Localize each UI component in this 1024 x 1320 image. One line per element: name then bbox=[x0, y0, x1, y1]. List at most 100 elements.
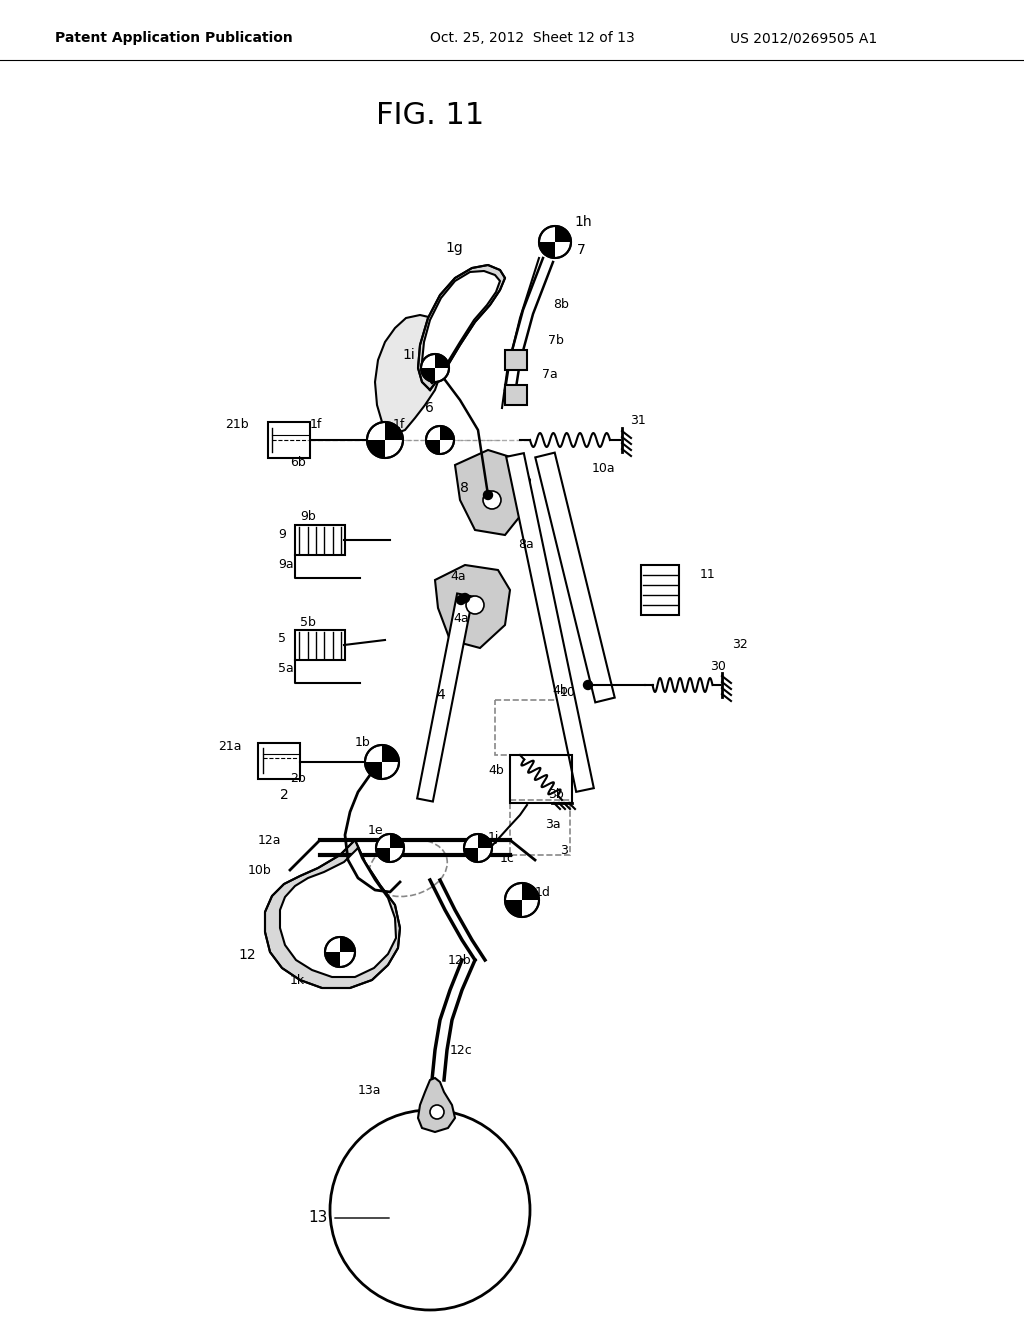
Text: 9: 9 bbox=[278, 528, 286, 541]
Circle shape bbox=[466, 597, 484, 614]
Wedge shape bbox=[376, 847, 390, 862]
Text: 21b: 21b bbox=[225, 418, 249, 432]
Text: 4a: 4a bbox=[453, 611, 469, 624]
Circle shape bbox=[505, 883, 539, 917]
Bar bbox=[510, 800, 570, 855]
Circle shape bbox=[539, 226, 571, 257]
Wedge shape bbox=[390, 834, 404, 847]
Polygon shape bbox=[422, 271, 500, 383]
Text: 30: 30 bbox=[710, 660, 726, 672]
Polygon shape bbox=[536, 453, 614, 702]
Bar bbox=[505, 350, 527, 370]
Text: US 2012/0269505 A1: US 2012/0269505 A1 bbox=[730, 30, 878, 45]
Text: 7: 7 bbox=[577, 243, 586, 257]
Text: 8: 8 bbox=[460, 480, 469, 495]
Polygon shape bbox=[435, 565, 510, 648]
Wedge shape bbox=[555, 226, 571, 242]
Circle shape bbox=[464, 834, 492, 862]
Wedge shape bbox=[522, 883, 539, 900]
Bar bbox=[505, 385, 527, 405]
Text: 1g: 1g bbox=[445, 242, 463, 255]
Wedge shape bbox=[325, 952, 340, 968]
Circle shape bbox=[584, 681, 593, 689]
Text: Patent Application Publication: Patent Application Publication bbox=[55, 30, 293, 45]
Text: 8b: 8b bbox=[553, 298, 569, 312]
Text: 4a: 4a bbox=[450, 569, 466, 582]
Text: 13: 13 bbox=[308, 1210, 328, 1225]
Text: 6: 6 bbox=[425, 401, 434, 414]
Text: Oct. 25, 2012  Sheet 12 of 13: Oct. 25, 2012 Sheet 12 of 13 bbox=[430, 30, 635, 45]
Wedge shape bbox=[426, 440, 440, 454]
Bar bbox=[641, 565, 679, 615]
Bar bbox=[510, 755, 572, 803]
Text: 10: 10 bbox=[560, 685, 575, 698]
Wedge shape bbox=[505, 900, 522, 917]
Text: 6b: 6b bbox=[290, 455, 306, 469]
Text: 4: 4 bbox=[436, 688, 444, 702]
Text: 12a: 12a bbox=[258, 833, 282, 846]
Bar bbox=[495, 700, 575, 755]
Wedge shape bbox=[435, 354, 449, 368]
Text: 1c: 1c bbox=[500, 851, 515, 865]
Wedge shape bbox=[367, 440, 385, 458]
Text: 3: 3 bbox=[560, 843, 568, 857]
Text: 1k: 1k bbox=[290, 974, 305, 986]
Bar bbox=[295, 525, 345, 554]
Text: 1j: 1j bbox=[488, 832, 500, 845]
Text: 1i: 1i bbox=[402, 348, 415, 362]
Text: 5a: 5a bbox=[278, 661, 294, 675]
Text: 1b: 1b bbox=[355, 735, 371, 748]
Text: 8a: 8a bbox=[518, 539, 534, 552]
Text: 3b: 3b bbox=[548, 788, 564, 801]
Text: 10b: 10b bbox=[248, 863, 271, 876]
Polygon shape bbox=[375, 315, 445, 436]
Text: 10a: 10a bbox=[592, 462, 615, 474]
Text: 11: 11 bbox=[700, 569, 716, 582]
Wedge shape bbox=[385, 422, 403, 440]
Text: FIG. 11: FIG. 11 bbox=[376, 100, 484, 129]
Text: 1f: 1f bbox=[393, 417, 406, 430]
Wedge shape bbox=[464, 847, 478, 862]
Wedge shape bbox=[382, 744, 399, 762]
Polygon shape bbox=[418, 1078, 455, 1133]
Text: 5b: 5b bbox=[300, 615, 315, 628]
Bar bbox=[258, 743, 300, 779]
Circle shape bbox=[457, 595, 466, 605]
Text: 1e: 1e bbox=[368, 824, 384, 837]
Text: 2b: 2b bbox=[290, 771, 306, 784]
Circle shape bbox=[376, 834, 404, 862]
Text: 21a: 21a bbox=[218, 739, 242, 752]
Circle shape bbox=[430, 1105, 444, 1119]
Text: 3a: 3a bbox=[545, 818, 560, 832]
Text: 31: 31 bbox=[630, 413, 646, 426]
Polygon shape bbox=[280, 847, 396, 977]
Text: 9a: 9a bbox=[278, 558, 294, 572]
Polygon shape bbox=[265, 840, 400, 987]
Polygon shape bbox=[417, 594, 473, 801]
Wedge shape bbox=[365, 762, 382, 779]
Circle shape bbox=[483, 491, 493, 499]
Polygon shape bbox=[506, 453, 594, 792]
Circle shape bbox=[367, 422, 403, 458]
Circle shape bbox=[461, 594, 469, 602]
Text: 7b: 7b bbox=[548, 334, 564, 346]
Text: 1h: 1h bbox=[574, 215, 592, 228]
Text: 4b: 4b bbox=[552, 684, 567, 697]
Wedge shape bbox=[421, 368, 435, 381]
Text: 5: 5 bbox=[278, 631, 286, 644]
Wedge shape bbox=[478, 834, 492, 847]
Text: 1f: 1f bbox=[310, 418, 323, 432]
Bar bbox=[268, 422, 310, 458]
Text: 13a: 13a bbox=[358, 1084, 382, 1097]
Wedge shape bbox=[440, 426, 454, 440]
Text: 1d: 1d bbox=[535, 886, 551, 899]
Circle shape bbox=[365, 744, 399, 779]
Text: 7a: 7a bbox=[542, 368, 558, 381]
Circle shape bbox=[325, 937, 355, 968]
Wedge shape bbox=[539, 242, 555, 257]
Bar bbox=[295, 630, 345, 660]
Polygon shape bbox=[418, 265, 505, 389]
Circle shape bbox=[426, 426, 454, 454]
Text: 12b: 12b bbox=[449, 953, 472, 966]
Circle shape bbox=[421, 354, 449, 381]
